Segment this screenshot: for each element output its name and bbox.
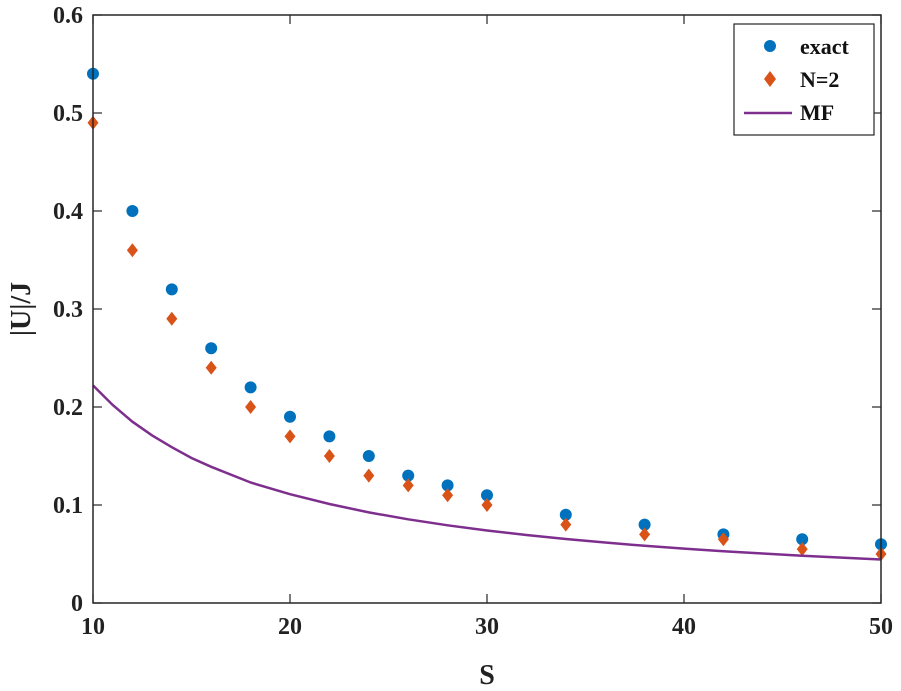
exact-point: [559, 508, 572, 521]
n2-point: [402, 478, 414, 493]
exact-point: [205, 342, 218, 355]
legend-mf-label: MF: [800, 100, 834, 125]
series-layer: [87, 67, 887, 561]
n2-point: [639, 527, 651, 542]
n2-point: [442, 488, 454, 503]
y-axis-label: |U|/J: [6, 282, 37, 336]
exact-point: [402, 469, 415, 482]
exact-point: [323, 430, 336, 443]
x-axis-label: S: [479, 660, 495, 691]
x-tick-label: 50: [869, 614, 893, 640]
x-tick-label: 10: [81, 614, 105, 640]
legend: exact N=2 MF: [733, 23, 875, 136]
n2-point: [560, 517, 572, 532]
ticks-layer: 10 20 30 40 50 0 0.1 0.2 0.3 0.4 0.5 0.6: [53, 3, 893, 640]
exact-point: [796, 533, 809, 546]
y-tick-label: 0: [71, 591, 83, 617]
legend-n2-marker: [764, 71, 776, 87]
y-tick-label: 0.6: [53, 3, 83, 29]
exact-point: [126, 205, 139, 217]
y-tick-label: 0.4: [53, 199, 83, 225]
plot-frame: [92, 14, 882, 604]
n2-point: [323, 449, 335, 463]
n2-point: [796, 542, 808, 557]
y-tick-label: 0.1: [53, 493, 83, 519]
legend-n2-label: N=2: [800, 67, 839, 92]
exact-point: [165, 283, 178, 296]
exact-point: [284, 410, 296, 423]
n2-point: [166, 311, 178, 326]
exact-point: [244, 381, 257, 394]
y-tick-label: 0.5: [53, 101, 83, 127]
n2-point: [126, 243, 138, 258]
legend-exact-marker: [764, 40, 776, 52]
exact-point: [362, 450, 375, 462]
exact-point: [441, 479, 454, 492]
n2-point: [284, 429, 296, 444]
series-mf-line: [92, 384, 882, 561]
legend-exact-label: exact: [800, 34, 850, 59]
exact-point: [481, 489, 493, 502]
y-tick-label: 0.2: [53, 395, 83, 421]
y-tick-label: 0.3: [53, 297, 83, 323]
n2-point: [205, 360, 217, 375]
n2-point: [363, 468, 375, 483]
exact-point: [638, 518, 651, 531]
n2-point: [717, 532, 729, 547]
x-tick-label: 40: [672, 614, 696, 640]
x-tick-label: 30: [475, 614, 499, 640]
x-tick-label: 20: [278, 614, 302, 640]
n2-point: [481, 498, 493, 512]
n2-point: [245, 400, 257, 414]
legend-box: [733, 23, 875, 136]
